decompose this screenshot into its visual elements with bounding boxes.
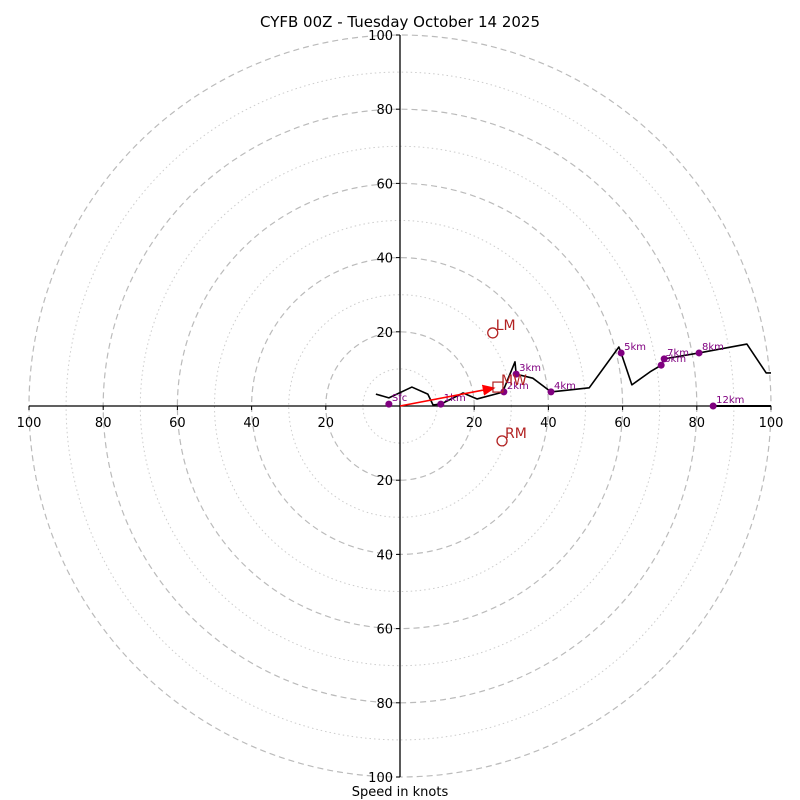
y-tick-label: 80: [376, 697, 393, 712]
y-tick-label: 20: [376, 326, 393, 341]
height-marker-1km: [437, 400, 445, 408]
height-label-12km: 12km: [716, 395, 744, 406]
x-tick-label: 60: [614, 416, 631, 431]
x-tick-label: 80: [689, 416, 706, 431]
y-tick-label: 40: [376, 548, 393, 563]
height-marker-2km: [500, 388, 508, 396]
height-label-4km: 4km: [554, 381, 576, 392]
y-tick-label: 60: [376, 177, 393, 192]
height-marker-4km: [547, 388, 555, 396]
x-tick-label: 60: [169, 416, 186, 431]
height-label-8km: 8km: [702, 342, 724, 353]
x-tick-label: 100: [17, 416, 42, 431]
height-marker-3km: [512, 370, 520, 378]
y-tick-label: 40: [376, 252, 393, 267]
mean-wind-arrow: [399, 384, 496, 407]
height-label-1km: 1km: [444, 393, 466, 404]
height-marker-7km: [660, 355, 668, 363]
left-mover-marker: [487, 327, 499, 339]
height-label-6km: 6km: [664, 354, 686, 365]
height-marker-8km: [695, 349, 703, 357]
x-tick-label: 80: [95, 416, 112, 431]
right-mover-label: RM: [505, 426, 527, 442]
x-axis-label: Speed in knots: [352, 785, 449, 800]
x-tick-label: 100: [759, 416, 784, 431]
right-mover-marker: [496, 435, 508, 447]
x-tick-label: 20: [466, 416, 483, 431]
hodograph-line: [375, 343, 771, 406]
y-tick-label: 100: [368, 771, 393, 786]
mean-wind-marker: [492, 381, 504, 393]
height-label-3km: 3km: [519, 363, 541, 374]
mean-wind-label: MW: [501, 373, 527, 389]
x-tick-label: 40: [243, 416, 260, 431]
height-marker-sfc: [385, 400, 393, 408]
y-tick-label: 60: [376, 623, 393, 638]
y-tick-label: 100: [368, 29, 393, 44]
height-label-sfc: Sfc: [392, 393, 407, 404]
chart-title: CYFB 00Z - Tuesday October 14 2025: [260, 13, 540, 31]
height-label-7km: 7km: [667, 348, 689, 359]
y-tick-label: 20: [376, 474, 393, 489]
height-marker-5km: [617, 349, 625, 357]
x-tick-label: 40: [540, 416, 557, 431]
y-tick-label: 80: [376, 103, 393, 118]
height-marker-12km: [709, 402, 717, 410]
height-label-5km: 5km: [624, 342, 646, 353]
height-marker-6km: [657, 361, 665, 369]
height-label-2km: 2km: [507, 381, 529, 392]
x-tick-label: 20: [318, 416, 335, 431]
left-mover-label: LM: [496, 318, 516, 334]
